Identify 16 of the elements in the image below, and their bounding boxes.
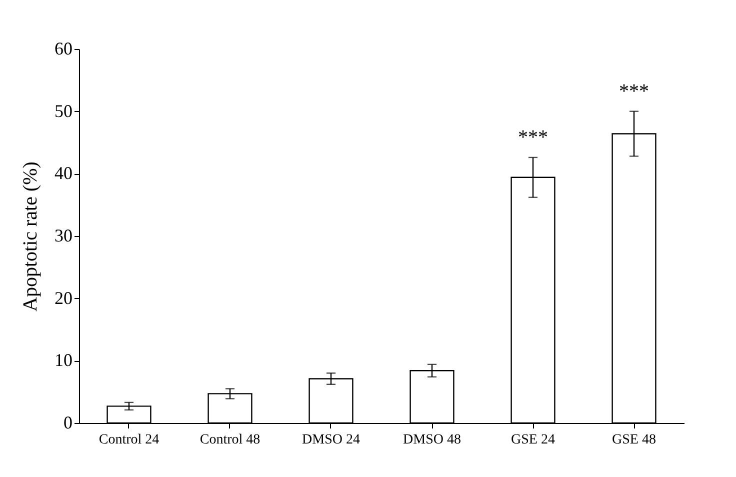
y-tick-label: 50: [54, 100, 72, 121]
y-tick-label: 60: [54, 38, 72, 58]
x-tick-label: GSE 48: [612, 432, 656, 448]
y-tick-label: 40: [54, 163, 72, 184]
annotation: ***: [619, 80, 650, 102]
x-tick-label: DMSO 48: [403, 432, 461, 448]
x-tick-label: Control 24: [98, 432, 160, 448]
y-tick-label: 20: [54, 288, 72, 308]
x-tick-label: Control 48: [200, 432, 260, 448]
y-tick-label: 0: [64, 412, 72, 432]
annotation: ***: [518, 126, 548, 148]
y-tick-label: 10: [54, 350, 72, 370]
y-axis-title: Apoptotic rate (%): [20, 162, 42, 312]
x-tick-label: DMSO 24: [302, 432, 360, 448]
x-tick-label: GSE 24: [511, 432, 555, 448]
y-tick-label: 30: [54, 226, 72, 246]
